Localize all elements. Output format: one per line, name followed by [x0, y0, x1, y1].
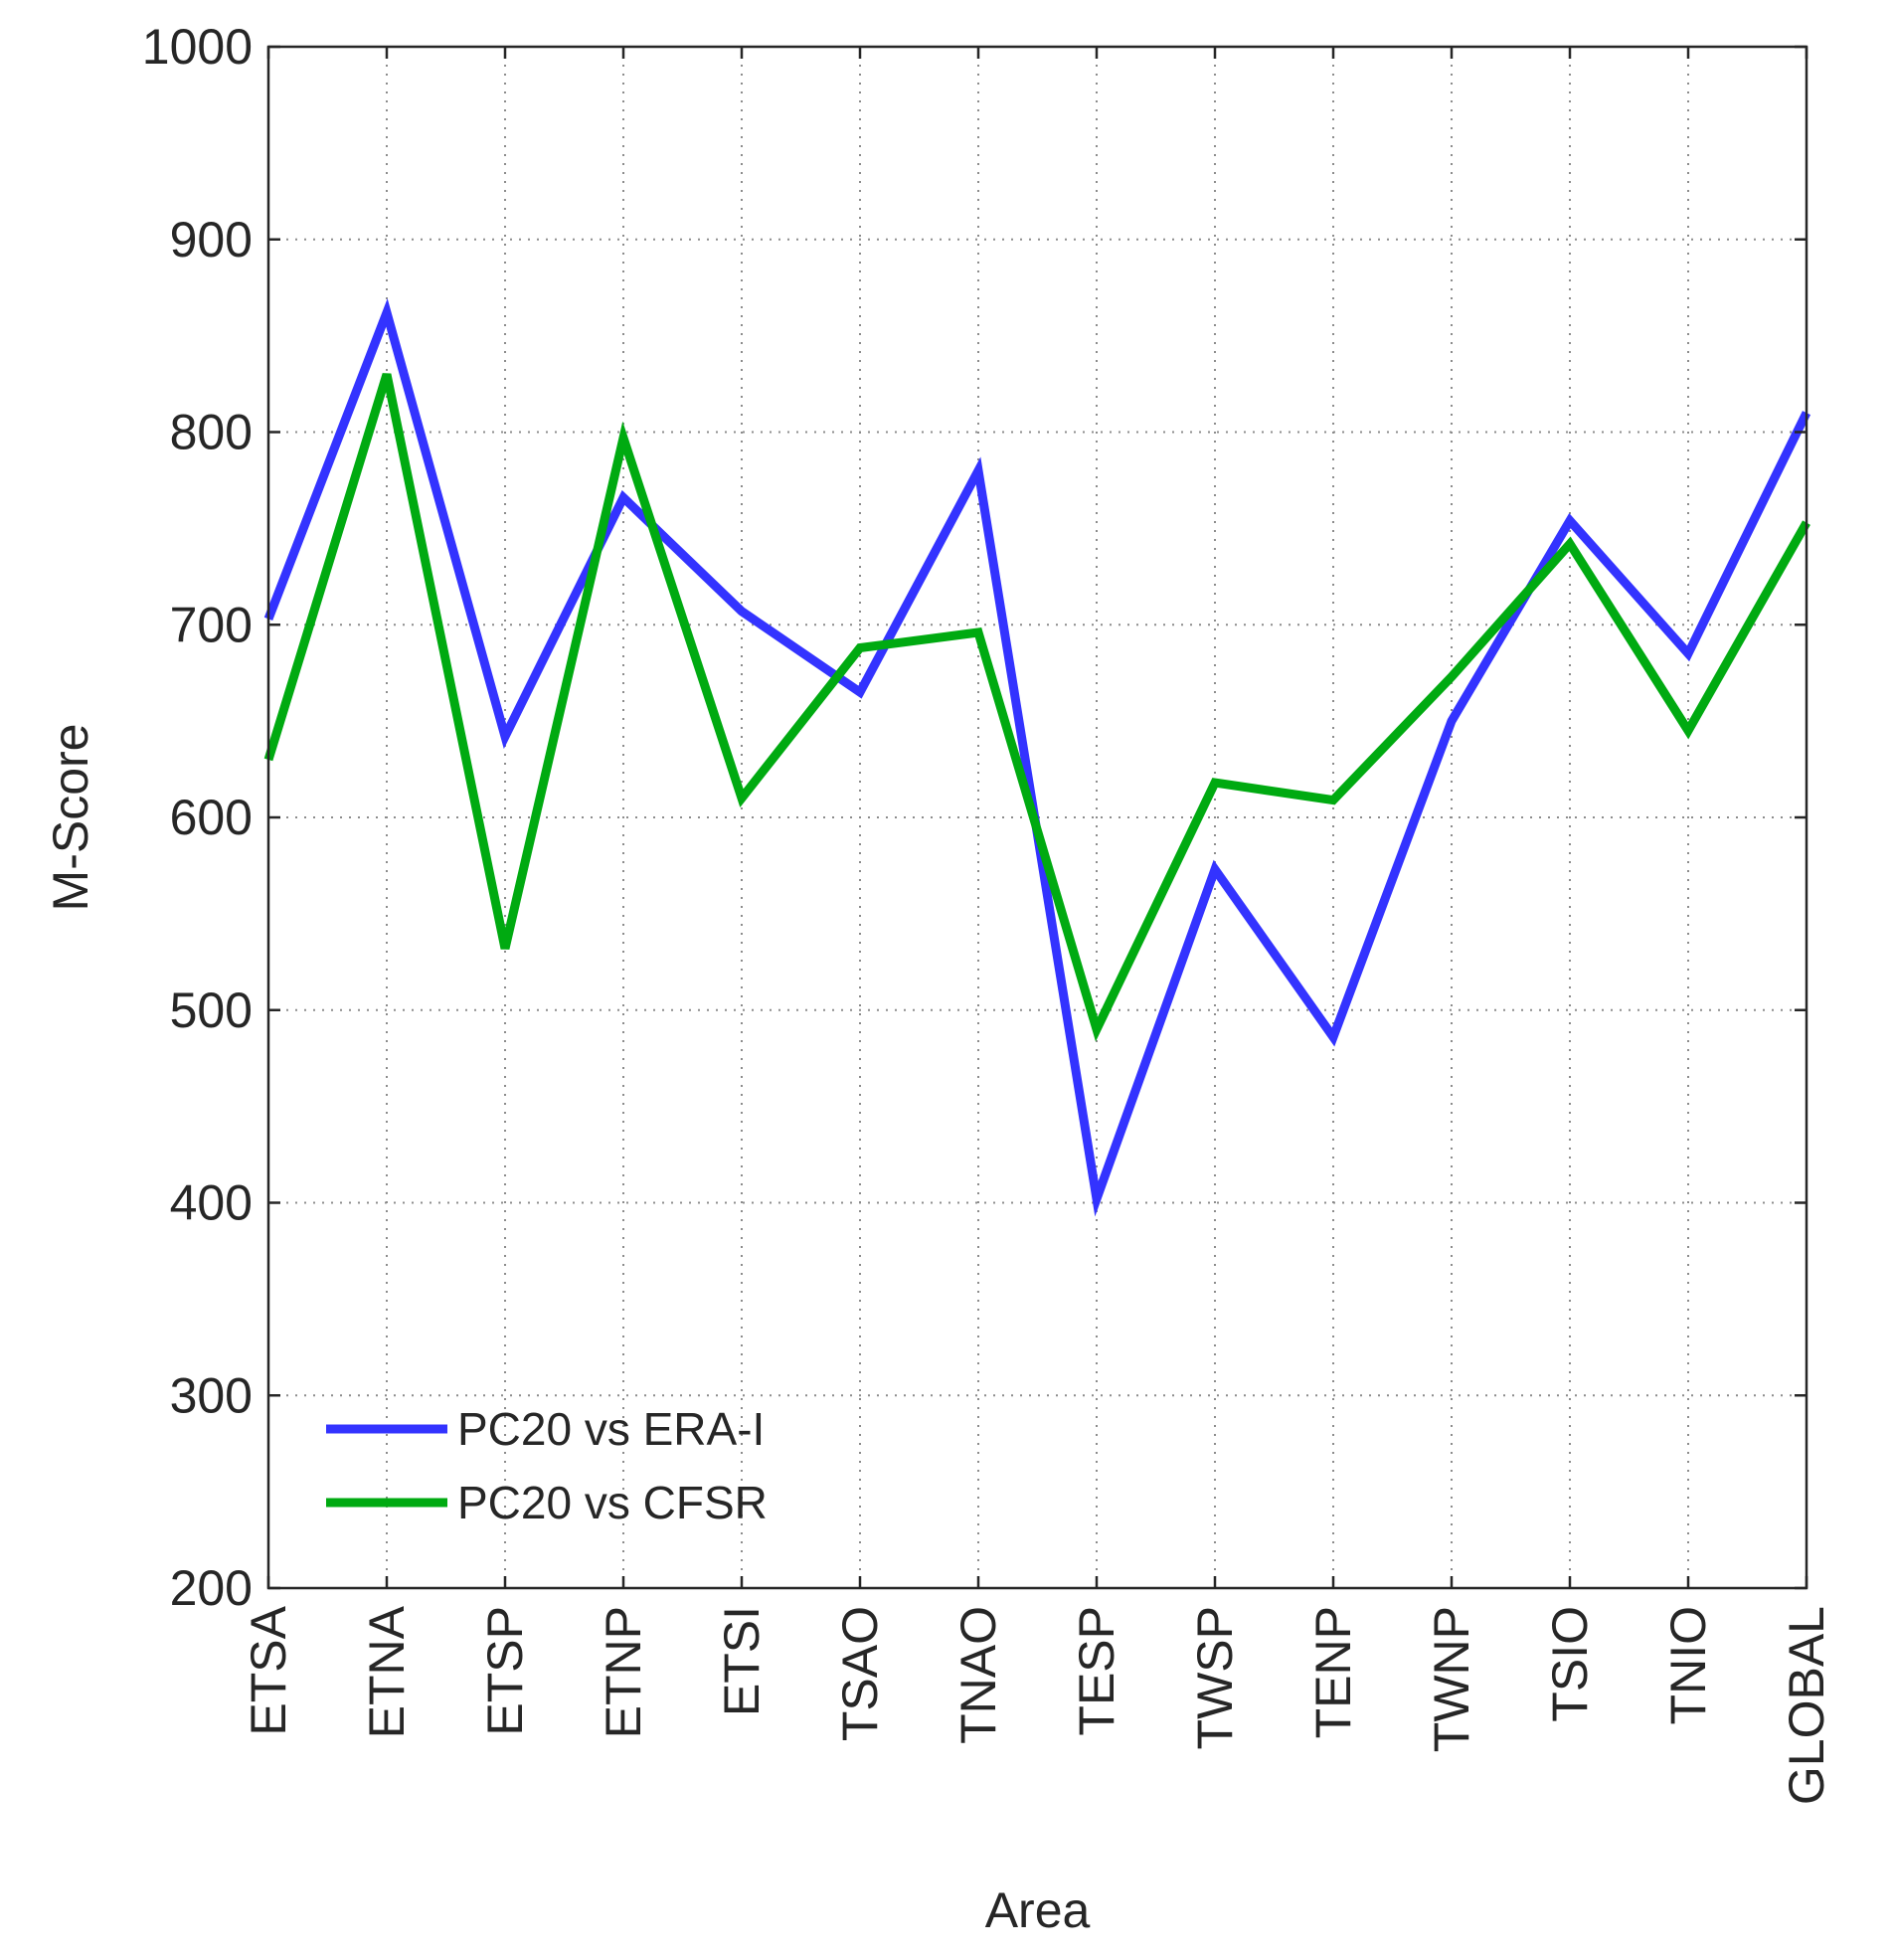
x-axis-tick-labels: ETSA ETNA ETSP ETNP ETSI TSAO TNAO TESP TWSP TENP…: [241, 1605, 1834, 1805]
y-tick-label: 900: [170, 212, 253, 267]
x-tick-label-global: GLOBAL: [1779, 1606, 1834, 1805]
y-tick-label: 1000: [142, 19, 253, 75]
y-tick-label: 700: [170, 597, 253, 652]
legend-label-cfsr: PC20 vs CFSR: [457, 1477, 768, 1528]
series-lines: [263, 298, 1811, 1217]
y-axis-tick-labels: 200 300 400 500 600 700 800 900 1000: [142, 19, 253, 1616]
x-tick-label-tsao: TSAO: [832, 1606, 888, 1741]
x-tick-label-twsp: TWSP: [1187, 1606, 1243, 1749]
x-tick-label-tenp: TENP: [1305, 1606, 1361, 1738]
x-tick-label-etsi: ETSI: [714, 1606, 770, 1716]
y-tick-label: 200: [170, 1560, 253, 1616]
x-tick-label-etsa: ETSA: [241, 1605, 296, 1735]
legend: PC20 vs ERA-I PC20 vs CFSR: [326, 1403, 768, 1528]
x-tick-label-etna: ETNA: [359, 1605, 415, 1738]
grid: [268, 47, 1807, 1588]
x-tick-label-tesp: TESP: [1069, 1606, 1124, 1736]
y-tick-label: 400: [170, 1175, 253, 1231]
y-axis-title: M-Score: [43, 724, 98, 912]
series-line-cfsr: [263, 373, 1810, 1042]
y-tick-label: 300: [170, 1367, 253, 1423]
y-tick-label: 500: [170, 982, 253, 1038]
x-tick-label-tnio: TNIO: [1660, 1606, 1716, 1724]
x-tick-label-etsp: ETSP: [477, 1606, 533, 1736]
axis-ticks: [266, 45, 1808, 1590]
y-tick-label: 600: [170, 790, 253, 845]
x-tick-label-tnao: TNAO: [950, 1606, 1006, 1744]
x-tick-label-etnp: ETNP: [596, 1606, 651, 1738]
x-tick-label-twnp: TWNP: [1424, 1606, 1479, 1752]
x-axis-title: Area: [985, 1882, 1091, 1938]
x-tick-label-tsio: TSIO: [1542, 1606, 1598, 1722]
legend-label-era-i: PC20 vs ERA-I: [457, 1403, 765, 1455]
series-line-era-i: [263, 298, 1811, 1217]
y-tick-label: 800: [170, 405, 253, 460]
